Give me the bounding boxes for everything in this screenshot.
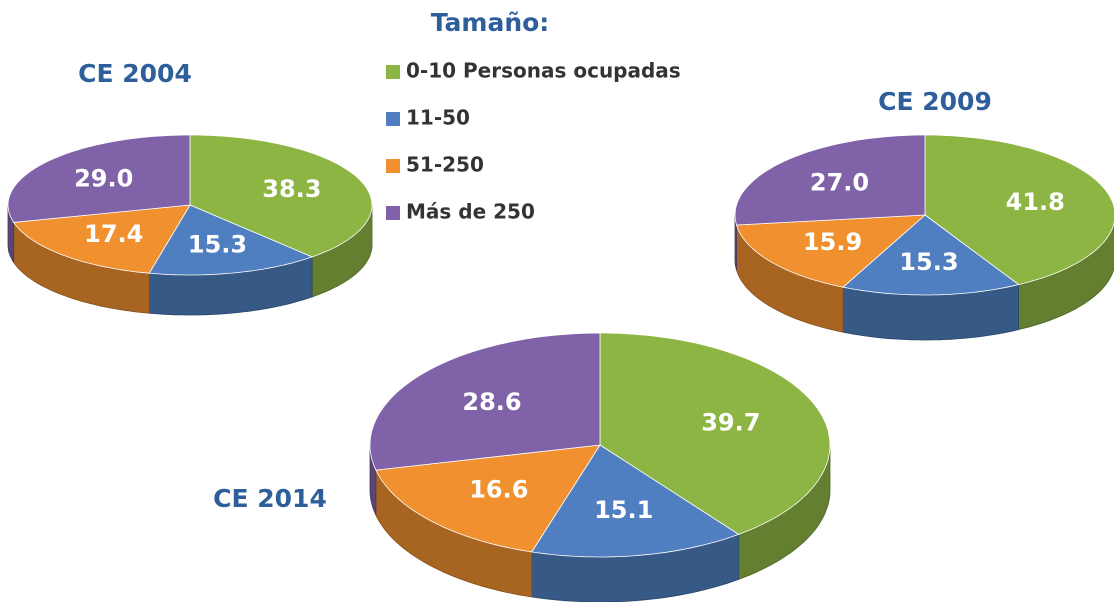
- pie-title: CE 2009: [878, 87, 992, 116]
- pie-slice: [735, 214, 927, 288]
- legend-label: 51-250: [406, 153, 484, 177]
- legend-title: Tamaño:: [431, 8, 550, 37]
- data-label: 17.4: [84, 220, 143, 248]
- data-label: 28.6: [462, 388, 521, 416]
- pie-slice: [7, 134, 191, 223]
- pie-slice: [375, 444, 601, 553]
- pie-slice: [531, 444, 740, 558]
- data-label: 27.0: [810, 168, 869, 196]
- legend-label: 0-10 Personas ocupadas: [406, 59, 681, 83]
- data-label: 39.7: [701, 409, 760, 437]
- pie-slice: [842, 214, 1020, 296]
- legend-swatch: [386, 159, 400, 173]
- data-label: 41.8: [1006, 188, 1065, 216]
- legend-swatch: [386, 65, 400, 79]
- pie-slice: [12, 204, 191, 274]
- pie-slice: [734, 134, 926, 226]
- pie-slice: [599, 332, 831, 535]
- pie-slice: [924, 134, 1114, 286]
- data-label: 16.6: [469, 476, 528, 504]
- data-label: 15.9: [803, 228, 862, 256]
- legend-swatch: [386, 206, 400, 220]
- data-label: 38.3: [262, 175, 321, 203]
- data-label: 15.3: [899, 248, 958, 276]
- pie-title: CE 2014: [213, 484, 327, 513]
- data-label: 15.3: [188, 231, 247, 259]
- pie-title: CE 2004: [78, 59, 192, 88]
- data-label: 15.1: [594, 496, 653, 524]
- data-label: 29.0: [74, 164, 133, 192]
- pie-slice: [369, 332, 601, 471]
- legend-swatch: [386, 112, 400, 126]
- legend-label: Más de 250: [406, 200, 535, 224]
- pie-slice: [189, 134, 373, 258]
- pie-slice: [148, 204, 314, 276]
- legend-label: 11-50: [406, 106, 470, 130]
